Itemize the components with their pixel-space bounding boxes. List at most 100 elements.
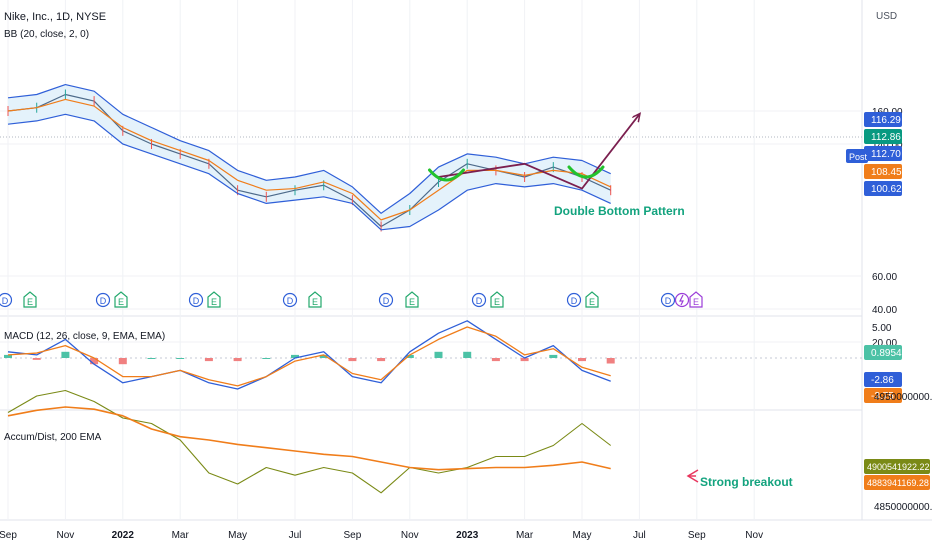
macd-histogram-bar <box>463 351 472 358</box>
macd-histogram-bar <box>434 351 443 358</box>
earnings-event-icon[interactable] <box>114 291 128 308</box>
earnings-event-letter: E <box>589 297 595 307</box>
macd-histogram-bar <box>491 358 500 362</box>
earnings-event-icon[interactable] <box>23 291 37 308</box>
x-tick-label: Mar <box>516 530 534 541</box>
macd-legend[interactable]: MACD (12, 26, close, 9, EMA, EMA) <box>4 331 165 342</box>
x-tick-label: May <box>228 530 247 541</box>
ad-tick-label: 4950000000.00 <box>874 392 932 403</box>
bottom-smile-marker <box>428 168 465 182</box>
macd-tick-label: 5.00 <box>872 323 892 334</box>
price-tick-label: 40.00 <box>872 305 897 316</box>
split-event-icon[interactable] <box>674 292 690 308</box>
earnings-event-letter: E <box>312 297 318 307</box>
macd-histogram-bar <box>4 354 12 358</box>
macd-value-tag <box>864 388 902 403</box>
ad-value-tag <box>864 459 930 474</box>
macd-histogram-bar <box>348 358 357 362</box>
dividend-event-icon[interactable] <box>95 292 111 308</box>
price-tick-label: 140.00 <box>872 140 903 151</box>
macd-histogram-bar <box>118 358 127 365</box>
macd-value-tag-text: 0.8954 <box>871 348 902 359</box>
macd-histogram-bar <box>291 354 299 358</box>
earnings-event-icon[interactable] <box>490 291 504 308</box>
earnings-event-icon[interactable] <box>207 291 221 308</box>
x-tick-label: Sep <box>0 530 17 541</box>
price-value-tag <box>864 146 902 161</box>
post-tag-text: Post <box>849 152 868 162</box>
earnings-event-letter: E <box>211 297 217 307</box>
dividend-event-letter: D <box>571 296 578 306</box>
axis-labels: Sep Nov 2022 Mar May Jul Sep Nov 2023 Mar May Jul Se… <box>0 107 932 541</box>
dividend-event-icon[interactable] <box>660 292 676 308</box>
macd-histogram-bar <box>147 358 156 359</box>
earnings-event-letter: E <box>118 297 124 307</box>
dividend-event-icon[interactable] <box>0 292 13 308</box>
bb-fill <box>8 84 611 230</box>
macd-value-tag-text: -3.75 <box>871 391 894 402</box>
x-tick-label: Sep <box>344 530 362 541</box>
price-value-tag-text: 112.86 <box>871 132 901 143</box>
bb-legend[interactable]: BB (20, close, 2, 0) <box>4 29 89 40</box>
annotations <box>428 114 699 483</box>
x-tick-label: Sep <box>688 530 706 541</box>
macd-signal-line <box>7 326 611 387</box>
earnings-event-icon[interactable] <box>405 291 419 308</box>
ad-value-tag <box>864 475 930 490</box>
earnings-event-icon[interactable] <box>585 291 599 308</box>
macd-histogram-bar <box>377 358 386 362</box>
dividend-event-letter: D <box>2 296 9 306</box>
bollinger-bands <box>7 83 612 232</box>
currency-label: USD <box>876 11 897 22</box>
x-tick-label: Jul <box>633 530 646 541</box>
dividend-event-letter: D <box>193 296 200 306</box>
dividend-event-icon[interactable] <box>188 292 204 308</box>
double-bottom-label: Double Bottom Pattern <box>554 204 685 218</box>
dividend-event-icon[interactable] <box>566 292 582 308</box>
accum-dist-line <box>7 389 612 494</box>
macd-histogram-bar <box>549 354 558 358</box>
earnings-event-icon[interactable] <box>689 291 703 308</box>
macd-value-tag <box>864 372 902 387</box>
dividend-event-icon[interactable] <box>282 292 298 308</box>
x-tick-label: 2022 <box>112 530 135 541</box>
macd-pane <box>4 320 615 390</box>
price-value-tag <box>864 112 902 127</box>
macd-histogram-bar <box>319 354 328 358</box>
dividend-event-letter: D <box>383 296 390 306</box>
dividend-event-letter: D <box>476 296 483 306</box>
macd-histogram-bar <box>520 358 529 362</box>
macd-histogram-bar <box>233 358 242 362</box>
macd-histogram-bar <box>90 358 99 365</box>
price-value-tag-text: 108.45 <box>871 167 902 178</box>
price-value-tag <box>864 129 902 144</box>
dividend-event-letter: D <box>287 296 294 306</box>
price-value-tag-text: 116.29 <box>871 115 901 126</box>
dividend-event-icon[interactable] <box>378 292 394 308</box>
dividend-event-icon[interactable] <box>471 292 487 308</box>
price-tick-label: 60.00 <box>872 272 897 283</box>
macd-histogram-bar <box>405 354 414 358</box>
macd-line <box>7 320 611 390</box>
dividend-event-letter: D <box>100 296 107 306</box>
double-bottom-arrow <box>438 114 640 190</box>
price-value-tag-text: 100.62 <box>871 184 902 195</box>
x-tick-label: 2023 <box>456 530 479 541</box>
price-value-tag <box>864 164 902 179</box>
macd-histogram-bar <box>32 358 41 360</box>
bb-lower-band <box>7 113 611 231</box>
macd-histogram-bar <box>176 358 185 359</box>
earnings-event-icon[interactable] <box>308 291 322 308</box>
ad-tick-label: 4850000000.00 <box>874 502 932 513</box>
x-tick-label: Mar <box>172 530 190 541</box>
gridlines <box>0 0 862 520</box>
ad-value-tag-text: 4883941169.28 <box>867 478 929 488</box>
ad-value-tag-text: 4900541922.22 <box>867 462 930 472</box>
x-tick-label: Jul <box>289 530 302 541</box>
symbol-title[interactable]: Nike, Inc., 1D, NYSE <box>4 11 106 23</box>
ad-legend[interactable]: Accum/Dist, 200 EMA <box>4 432 102 443</box>
macd-value-tag <box>864 345 902 360</box>
